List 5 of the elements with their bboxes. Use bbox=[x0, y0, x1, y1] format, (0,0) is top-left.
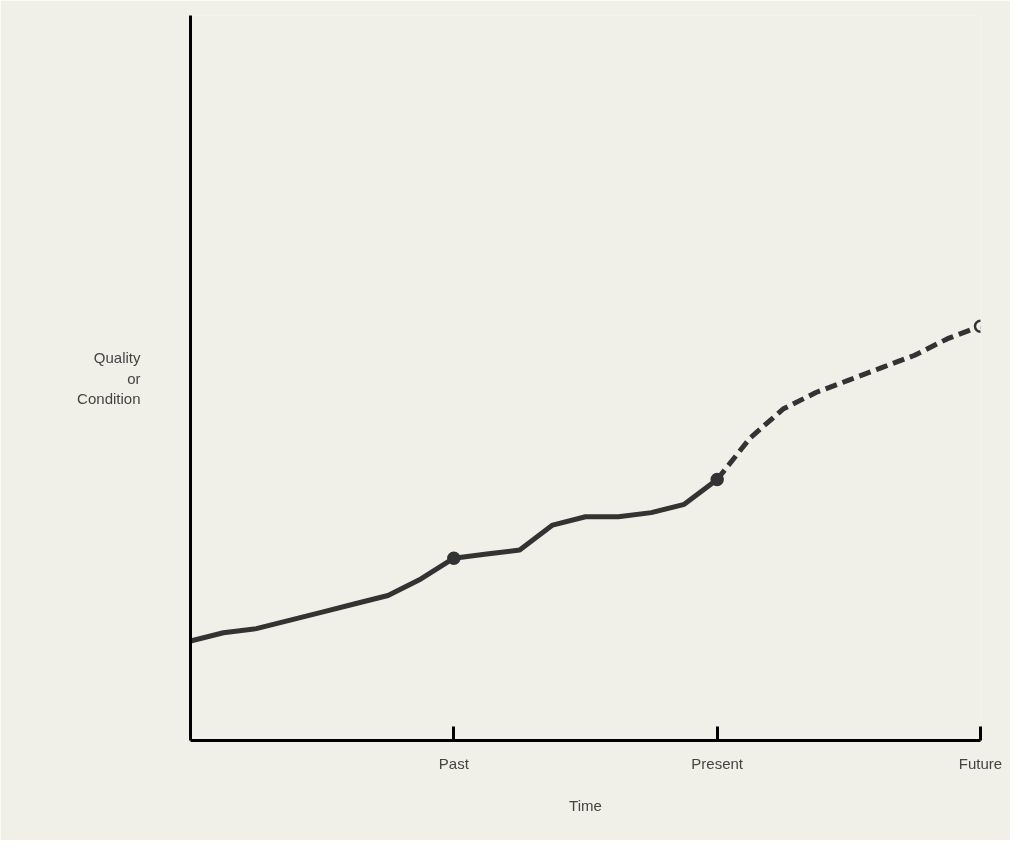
x-tick-label: Past bbox=[438, 754, 470, 772]
y-axis-title: Quality or Condition bbox=[77, 349, 141, 407]
x-axis-title: Time bbox=[569, 796, 602, 814]
x-tick-label: Present bbox=[691, 754, 744, 772]
x-tick-label: Future bbox=[958, 754, 1003, 772]
